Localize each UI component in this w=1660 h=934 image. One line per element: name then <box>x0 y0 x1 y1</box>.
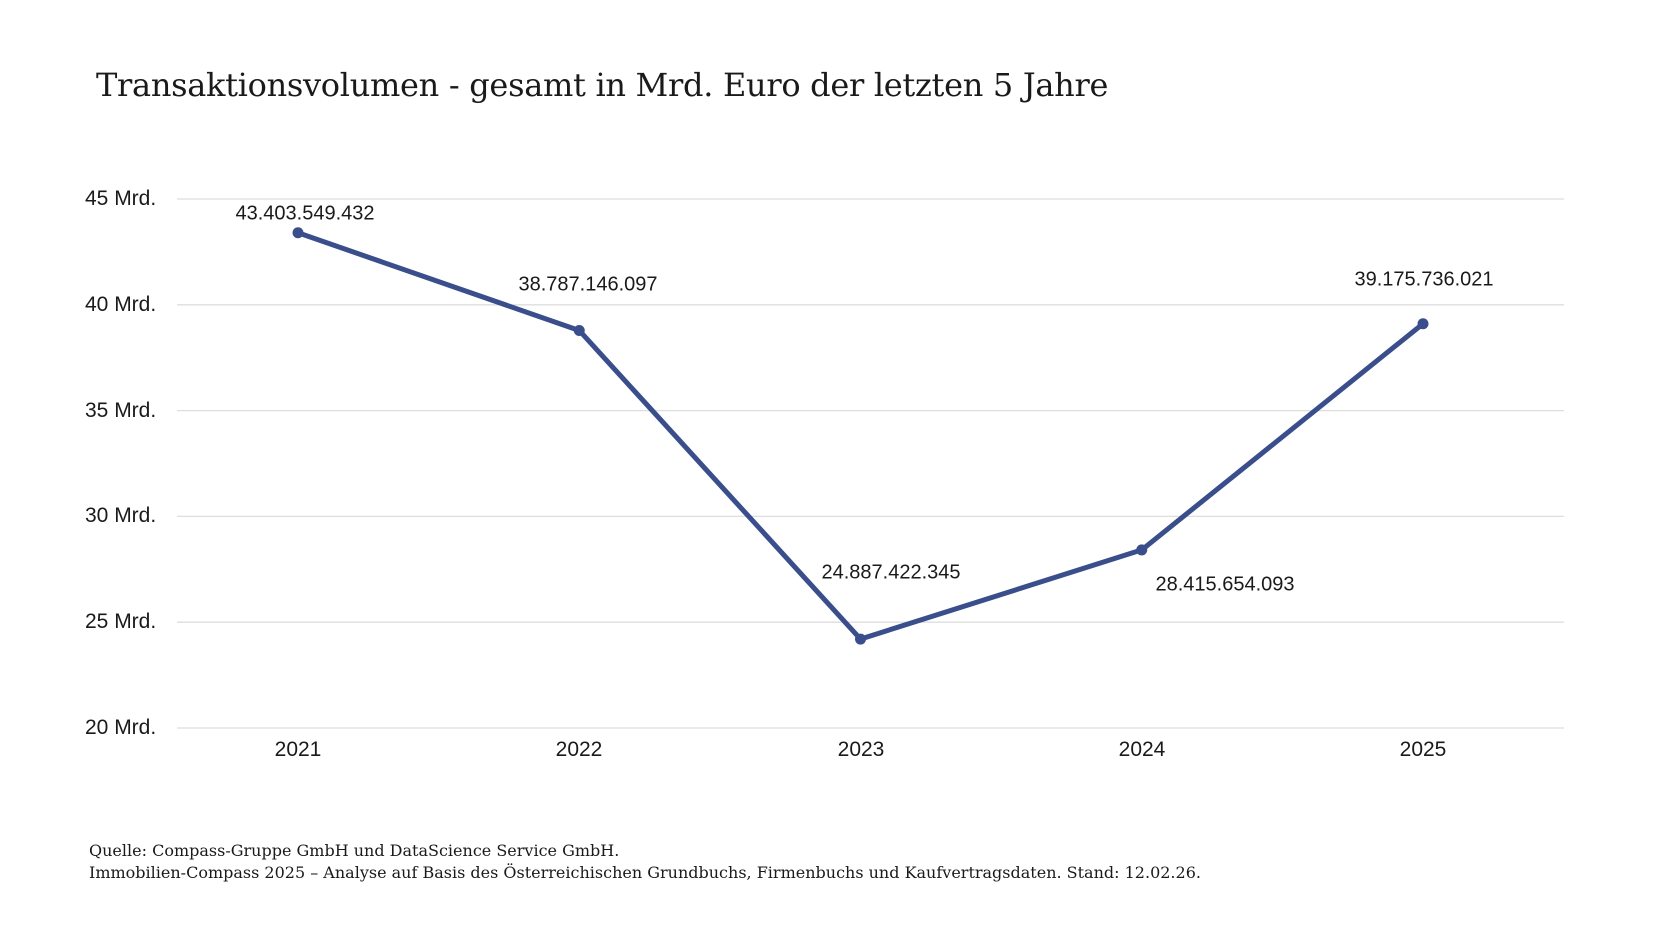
x-axis-tick-label: 2024 <box>1118 738 1166 761</box>
data-point-marker <box>573 324 585 336</box>
x-axis-tick-label: 2025 <box>1399 738 1447 761</box>
data-point-label: 38.787.146.097 <box>518 273 658 296</box>
x-axis-tick-label: 2022 <box>555 738 603 761</box>
data-point-label: 24.887.422.345 <box>821 561 961 584</box>
y-axis-tick-label: 40 Mrd. <box>85 293 157 316</box>
y-axis-tick-label: 35 Mrd. <box>85 399 157 422</box>
data-point-label: 28.415.654.093 <box>1155 573 1295 596</box>
data-point-marker <box>1136 544 1148 556</box>
data-point-label: 43.403.549.432 <box>235 202 375 225</box>
y-axis-tick-label: 45 Mrd. <box>85 187 157 210</box>
x-axis-tick-label: 2023 <box>837 738 885 761</box>
y-axis-tick-label: 20 Mrd. <box>85 716 157 739</box>
source-line-2: Immobilien-Compass 2025 – Analyse auf Ba… <box>89 863 1201 882</box>
data-point-marker <box>292 227 304 239</box>
data-point-label: 39.175.736.021 <box>1354 268 1494 291</box>
chart-title: Transaktionsvolumen - gesamt in Mrd. Eur… <box>96 66 1109 104</box>
data-point-marker <box>855 633 866 645</box>
data-point-marker <box>1417 318 1429 330</box>
y-axis-tick-label: 25 Mrd. <box>85 610 157 633</box>
source-line-1: Quelle: Compass-Gruppe GmbH und DataScie… <box>89 841 620 860</box>
source-note: Quelle: Compass-Gruppe GmbH und DataScie… <box>89 840 1201 884</box>
y-axis-tick-label: 30 Mrd. <box>85 504 157 527</box>
x-axis-tick-label: 2021 <box>274 738 322 761</box>
